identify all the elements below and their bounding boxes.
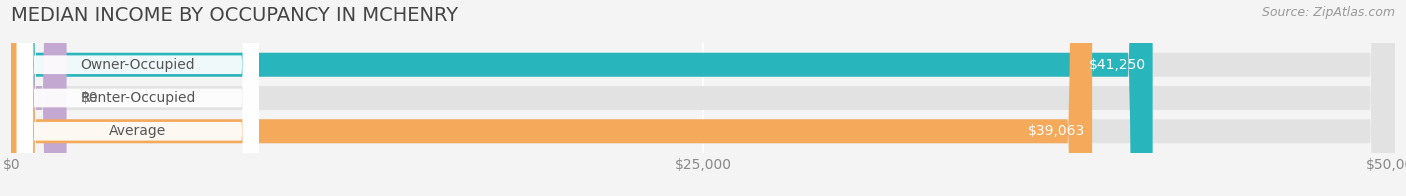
Text: $41,250: $41,250	[1088, 58, 1146, 72]
Text: $0: $0	[80, 91, 98, 105]
FancyBboxPatch shape	[11, 0, 1153, 196]
Text: Source: ZipAtlas.com: Source: ZipAtlas.com	[1261, 6, 1395, 19]
FancyBboxPatch shape	[17, 0, 259, 196]
Text: Owner-Occupied: Owner-Occupied	[80, 58, 195, 72]
FancyBboxPatch shape	[11, 0, 1395, 196]
FancyBboxPatch shape	[17, 0, 259, 196]
FancyBboxPatch shape	[11, 0, 1395, 196]
FancyBboxPatch shape	[17, 0, 259, 196]
FancyBboxPatch shape	[11, 0, 66, 196]
Text: Average: Average	[110, 124, 166, 138]
Text: Renter-Occupied: Renter-Occupied	[80, 91, 195, 105]
FancyBboxPatch shape	[11, 0, 1092, 196]
Text: $39,063: $39,063	[1028, 124, 1085, 138]
Text: MEDIAN INCOME BY OCCUPANCY IN MCHENRY: MEDIAN INCOME BY OCCUPANCY IN MCHENRY	[11, 6, 458, 25]
FancyBboxPatch shape	[11, 0, 1395, 196]
